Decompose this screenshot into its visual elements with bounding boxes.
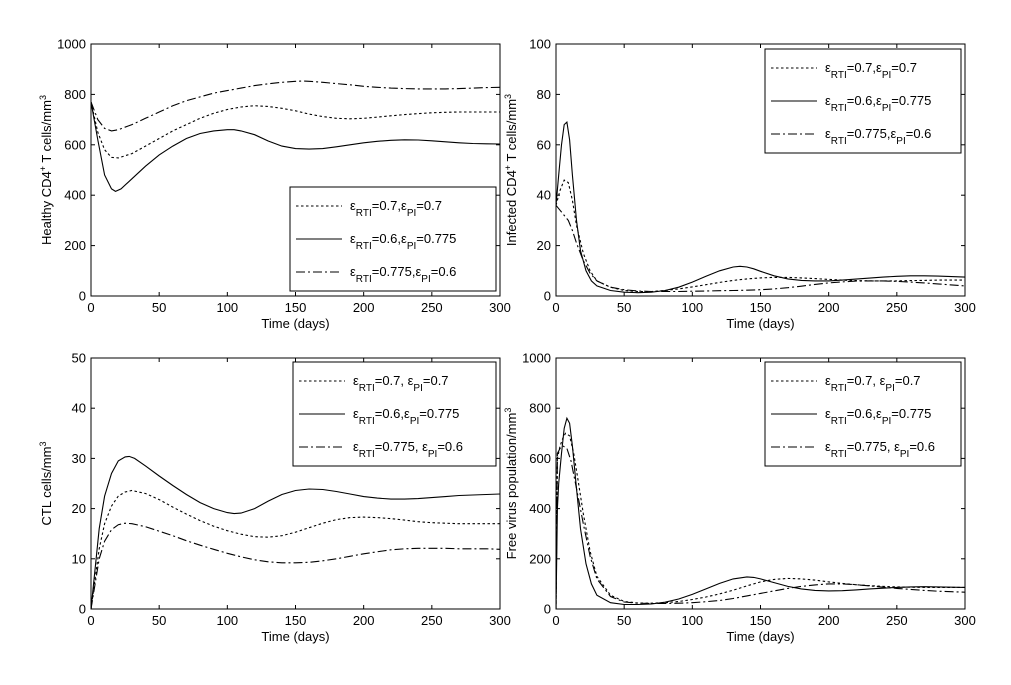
legend-entry-label: εRTI=0.7, εPI=0.7 [825, 373, 921, 394]
x-tick-label: 150 [285, 300, 307, 315]
y-axis-label: Free virus population/mm3 [503, 408, 519, 560]
x-tick-label: 150 [285, 613, 307, 628]
y-tick-label: 600 [529, 451, 551, 466]
x-tick-label: 50 [617, 300, 631, 315]
legend-entry-label: εRTI=0.6,εPI=0.775 [825, 93, 931, 114]
x-tick-label: 200 [353, 300, 375, 315]
y-tick-label: 800 [64, 87, 86, 102]
legend-entry-label: εRTI=0.6,εPI=0.775 [825, 406, 931, 427]
x-tick-label: 250 [886, 300, 908, 315]
y-axis-label: CTL cells/mm3 [38, 442, 54, 526]
legend-entry-label: εRTI=0.7,εPI=0.7 [350, 198, 442, 219]
y-tick-label: 1000 [57, 37, 86, 52]
y-tick-label: 30 [72, 451, 86, 466]
series-line-dashdot [556, 204, 965, 293]
y-tick-label: 40 [72, 401, 86, 416]
y-tick-label: 0 [544, 289, 551, 304]
y-tick-label: 400 [64, 188, 86, 203]
legend-entry-label: εRTI=0.7, εPI=0.7 [353, 373, 449, 394]
x-tick-label: 300 [954, 300, 976, 315]
x-tick-label: 0 [87, 300, 94, 315]
series-line-solid [556, 120, 965, 294]
series-line-dotted [91, 489, 500, 609]
x-tick-label: 150 [750, 300, 772, 315]
legend-entry-label: εRTI=0.775, εPI=0.6 [353, 439, 463, 460]
y-tick-label: 10 [72, 551, 86, 566]
y-tick-label: 100 [529, 37, 551, 52]
y-axis-label: Healthy CD4+ T cells/mm3 [38, 95, 54, 245]
legend-entry-label: εRTI=0.6,εPI=0.775 [350, 231, 456, 252]
legend: εRTI=0.7, εPI=0.7 εRTI=0.6,εPI=0.775 εRTI=… [292, 361, 497, 467]
series-line-solid [91, 455, 500, 609]
x-tick-label: 100 [681, 613, 703, 628]
y-tick-label: 20 [537, 238, 551, 253]
legend: εRTI=0.7,εPI=0.7 εRTI=0.6,εPI=0.775 εRTI=0… [764, 48, 962, 154]
x-axis-label: Time (days) [261, 629, 329, 644]
y-tick-label: 0 [79, 602, 86, 617]
y-tick-label: 40 [537, 188, 551, 203]
chart-panel-2: 0 50 100 150 200 250 300 0 20 40 60 80 100 Time (days… [503, 37, 976, 332]
y-axis-label: Infected CD4+ T cells/mm3 [503, 94, 519, 246]
x-tick-label: 200 [353, 613, 375, 628]
x-tick-label: 0 [552, 613, 559, 628]
legend-entry-label: εRTI=0.775,εPI=0.6 [825, 126, 931, 147]
y-tick-label: 200 [64, 238, 86, 253]
y-tick-label: 800 [529, 401, 551, 416]
x-tick-label: 100 [216, 300, 238, 315]
x-tick-label: 100 [216, 613, 238, 628]
x-tick-label: 50 [152, 613, 166, 628]
y-tick-label: 200 [529, 551, 551, 566]
y-tick-label: 0 [79, 289, 86, 304]
x-axis-label: Time (days) [726, 629, 794, 644]
legend-entry-label: εRTI=0.775, εPI=0.6 [825, 439, 935, 460]
series-line-dashdot [556, 445, 965, 609]
x-tick-label: 200 [818, 300, 840, 315]
y-tick-label: 600 [64, 137, 86, 152]
series-line-solid [91, 101, 500, 193]
x-axis-label: Time (days) [261, 316, 329, 331]
x-tick-label: 0 [552, 300, 559, 315]
x-tick-label: 100 [681, 300, 703, 315]
y-tick-label: 50 [72, 351, 86, 366]
chart-panel-3: 0 50 100 150 200 250 300 0 10 20 30 40 50 Time (days)… [38, 351, 511, 645]
chart-panel-4: 0 50 100 150 200 250 300 0 200 400 600 800 1000 Time … [503, 351, 976, 645]
x-tick-label: 300 [489, 300, 511, 315]
legend: εRTI=0.7,εPI=0.7 εRTI=0.6,εPI=0.775 εRTI=0… [289, 186, 497, 292]
x-tick-label: 300 [954, 613, 976, 628]
series-line-solid [556, 416, 965, 609]
series-line-dashdot [91, 522, 500, 609]
legend: εRTI=0.7, εPI=0.7 εRTI=0.6,εPI=0.775 εRTI=… [764, 361, 962, 467]
chart-panel-1: 0 50 100 150 200 250 300 0 200 400 600 800 1000 Time … [38, 37, 511, 332]
x-tick-label: 300 [489, 613, 511, 628]
y-tick-label: 80 [537, 87, 551, 102]
y-tick-label: 0 [544, 602, 551, 617]
y-tick-label: 60 [537, 137, 551, 152]
x-tick-label: 200 [818, 613, 840, 628]
y-tick-label: 400 [529, 501, 551, 516]
x-tick-label: 250 [421, 613, 443, 628]
x-tick-label: 0 [87, 613, 94, 628]
series-line-dashdot [91, 80, 500, 132]
x-tick-label: 250 [421, 300, 443, 315]
legend-entry-label: εRTI=0.6,εPI=0.775 [353, 406, 459, 427]
legend-entry-label: εRTI=0.775,εPI=0.6 [350, 264, 456, 285]
series-line-dotted [91, 101, 500, 159]
legend-entry-label: εRTI=0.7,εPI=0.7 [825, 60, 917, 81]
x-axis-label: Time (days) [726, 316, 794, 331]
x-tick-label: 150 [750, 613, 772, 628]
x-tick-label: 50 [152, 300, 166, 315]
y-tick-label: 1000 [522, 351, 551, 366]
x-tick-label: 50 [617, 613, 631, 628]
y-tick-label: 20 [72, 501, 86, 516]
x-tick-label: 250 [886, 613, 908, 628]
